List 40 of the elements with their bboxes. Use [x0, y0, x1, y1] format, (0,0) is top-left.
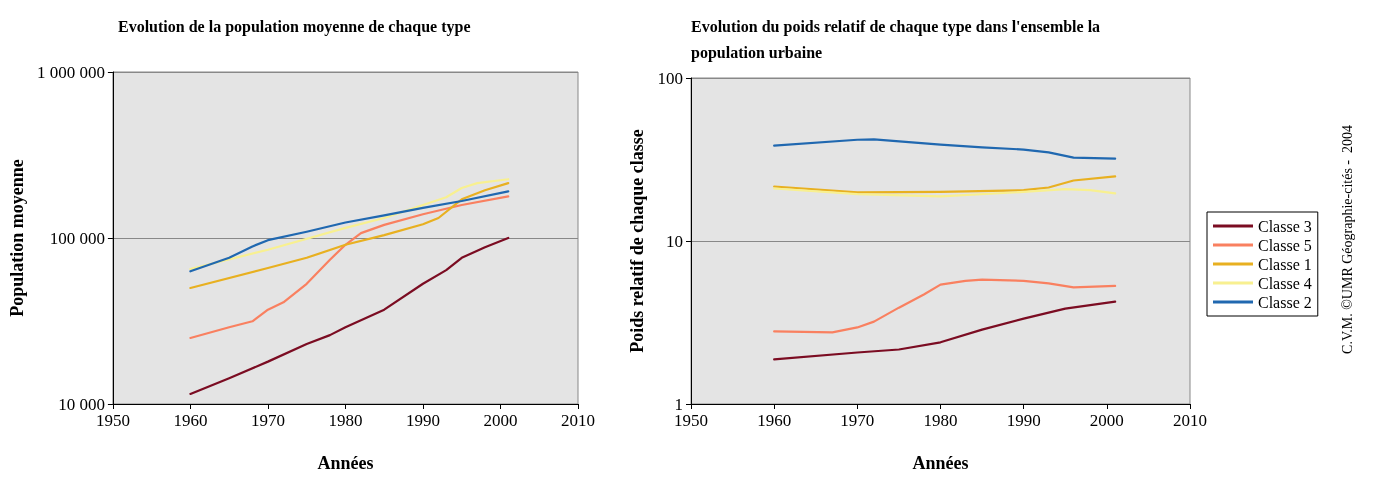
- x-tick-label: 1970: [250, 411, 285, 430]
- y-tick-label: 100 000: [49, 228, 105, 248]
- y-axis-title: Population moyenne: [7, 159, 27, 317]
- x-tick-label: 2010: [1173, 411, 1207, 430]
- y-tick-label: 10 000: [58, 394, 105, 414]
- x-tick-label: 2010: [561, 411, 595, 430]
- y-tick-label: 1 000 000: [36, 62, 105, 82]
- x-tick-label: 2000: [483, 411, 518, 430]
- line-series: [189, 236, 510, 396]
- legend-label: Classe 2: [1258, 293, 1312, 311]
- x-tick-label: 1980: [328, 411, 363, 430]
- line-series: [773, 175, 1117, 194]
- line-series: [189, 182, 510, 290]
- line-series: [773, 187, 1117, 198]
- chart-title: Evolution de la population moyenne de chaque type: [118, 17, 471, 36]
- x-tick-label: 1960: [173, 411, 208, 430]
- legend-label: Classe 1: [1258, 255, 1312, 273]
- x-tick-label: 1970: [840, 411, 875, 430]
- x-tick-label: 1960: [757, 411, 792, 430]
- x-tick-label: 1950: [95, 411, 130, 430]
- line-series: [773, 278, 1117, 334]
- y-tick-label: 10: [666, 231, 683, 251]
- text: C.V.M. ©UMR Géographie-cités - 2004: [1339, 124, 1355, 354]
- x-tick-label: 1980: [923, 411, 958, 430]
- y-axis-title: Poids relatif de chaque classe: [627, 129, 647, 353]
- line-series: [773, 300, 1117, 361]
- legend-label: Classe 3: [1258, 217, 1312, 235]
- line-series: [189, 195, 510, 340]
- legend-label: Classe 4: [1258, 274, 1312, 292]
- chart-title: Evolution du poids relatif de chaque type dans l'ensemble la population urbaine: [691, 17, 1105, 62]
- y-tick-label: 100: [657, 68, 683, 88]
- x-tick-label: 1990: [405, 411, 440, 430]
- x-tick-label: 1950: [674, 411, 708, 430]
- x-tick-label: 1990: [1006, 411, 1041, 430]
- legend-label: Classe 5: [1258, 236, 1312, 254]
- x-tick-label: 2000: [1089, 411, 1124, 430]
- x-axis-title: Années: [912, 453, 969, 473]
- x-axis-title: Années: [317, 453, 374, 473]
- line-series: [773, 138, 1117, 160]
- y-tick-label: 1: [674, 394, 683, 414]
